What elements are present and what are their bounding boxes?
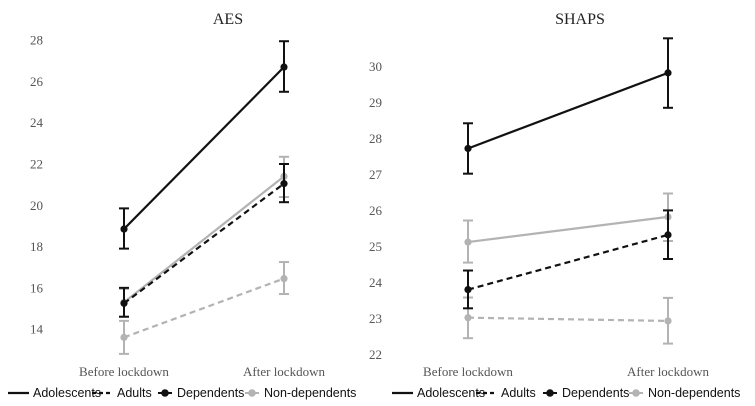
series-adolescents-dependents	[119, 40, 289, 250]
y-tick-label: 25	[369, 239, 382, 254]
y-tick-label: 23	[369, 311, 382, 326]
y-tick-label: 22	[30, 157, 43, 172]
legend-label: Adults	[117, 386, 152, 400]
legend-marker-key	[632, 389, 640, 397]
panel-shaps: SHAPS 22 23 24 25 26 27 28 29 30 Before lockdown Af…	[369, 11, 709, 379]
series-adolescents-non-dependents	[463, 192, 673, 264]
series-adolescents-dependents	[463, 37, 673, 175]
legend-item-adolescents: Adolescents	[8, 386, 101, 400]
data-point	[464, 144, 472, 153]
y-tick-label: 30	[369, 59, 382, 74]
x-tick-label: After lockdown	[627, 364, 709, 379]
legend: Adolescents Adults Dependents Non-dependent…	[392, 386, 740, 400]
y-tick-label: 26	[30, 74, 44, 89]
series-line	[467, 71, 669, 150]
legend-item-non-dependents: Non-dependents	[245, 386, 356, 400]
panel-title: AES	[213, 11, 243, 28]
series-adults-dependents	[119, 163, 289, 318]
data-point	[464, 238, 472, 246]
y-tick-label: 27	[369, 167, 383, 182]
legend-marker-key	[161, 389, 169, 397]
legend-item-dependents: Dependents	[543, 386, 629, 400]
y-tick-label: 28	[30, 33, 43, 48]
data-point	[280, 274, 288, 283]
legend: Adolescents Adults Dependents Non-dependent…	[8, 386, 356, 400]
panel-aes: AES 14 16 18 20 22 24 26 28 Before lockdown After …	[30, 11, 325, 379]
x-tick-label: Before lockdown	[79, 364, 169, 379]
y-tick-label: 26	[369, 203, 383, 218]
series-adults-dependents	[463, 209, 673, 310]
legend-item-adults: Adults	[476, 386, 536, 400]
data-point	[120, 225, 128, 233]
legend-label: Adults	[501, 386, 536, 400]
y-tick-label: 20	[30, 198, 43, 213]
data-point	[464, 286, 472, 294]
y-tick-label: 22	[369, 347, 382, 362]
y-tick-label: 14	[30, 322, 44, 337]
series-line	[123, 66, 285, 230]
y-tick-label: 18	[30, 239, 43, 254]
series-adults-non-dependents	[463, 296, 673, 345]
y-tick-label: 16	[30, 280, 44, 295]
series-line	[467, 215, 669, 244]
y-tick-label: 24	[369, 275, 383, 290]
legend-label: Adolescents	[33, 386, 101, 400]
legend-marker-key	[248, 389, 256, 397]
legend-label: Non-dependents	[264, 386, 356, 400]
data-point	[664, 317, 672, 325]
data-point	[664, 69, 672, 77]
legend-item-dependents: Dependents	[158, 386, 244, 400]
series-line	[467, 233, 669, 291]
series-line	[467, 316, 669, 323]
legend-label: Adolescents	[417, 386, 485, 400]
x-tick-label: Before lockdown	[423, 364, 513, 379]
series-adolescents-non-dependents	[119, 155, 289, 318]
data-point	[120, 333, 128, 341]
legend-item-adolescents: Adolescents	[392, 386, 485, 400]
data-point	[664, 231, 672, 239]
series-line	[123, 182, 285, 305]
legend-item-adults: Adults	[92, 386, 152, 400]
data-point	[280, 180, 288, 188]
legend-label: Dependents	[177, 386, 244, 400]
legend-item-non-dependents: Non-dependents	[629, 386, 740, 400]
data-point	[280, 63, 288, 71]
y-tick-label: 29	[369, 95, 382, 110]
x-tick-label: After lockdown	[243, 364, 325, 379]
series-line	[123, 277, 285, 339]
series-line	[123, 175, 285, 304]
legend-marker-key	[546, 389, 554, 397]
y-tick-label: 24	[30, 115, 44, 130]
series-adults-non-dependents	[119, 261, 289, 355]
legend-label: Non-dependents	[648, 386, 740, 400]
panel-title: SHAPS	[555, 11, 605, 28]
data-point	[120, 299, 128, 307]
y-tick-label: 28	[369, 131, 382, 146]
data-point	[464, 314, 472, 322]
legend-label: Dependents	[562, 386, 629, 400]
